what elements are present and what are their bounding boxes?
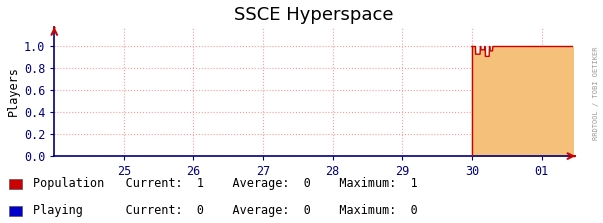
Text: Playing      Current:  0    Average:  0    Maximum:  0: Playing Current: 0 Average: 0 Maximum: 0 [33,204,418,217]
Y-axis label: Players: Players [7,66,20,116]
Text: RRDTOOL / TOBI OETIKER: RRDTOOL / TOBI OETIKER [593,47,599,140]
Title: SSCE Hyperspace: SSCE Hyperspace [234,6,393,24]
Text: Population   Current:  1    Average:  0    Maximum:  1: Population Current: 1 Average: 0 Maximum… [33,177,418,190]
